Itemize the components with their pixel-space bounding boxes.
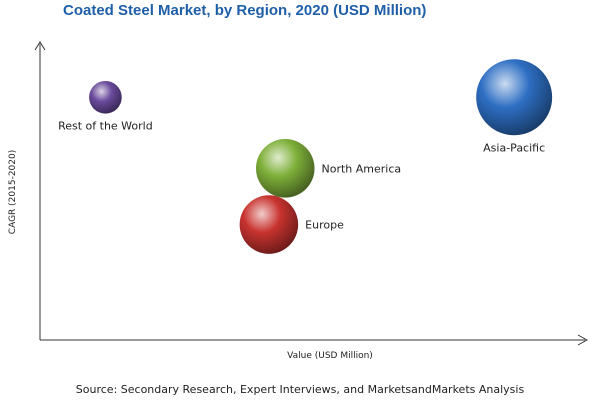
bubble-label-asia-pacific: Asia-Pacific bbox=[483, 141, 545, 154]
y-axis-arrow bbox=[34, 41, 46, 51]
bubble-europe bbox=[239, 195, 299, 254]
source-note: Source: Secondary Research, Expert Inter… bbox=[75, 383, 525, 396]
x-axis-arrow bbox=[577, 334, 589, 346]
bubble-label-rest-of-the-world: Rest of the World bbox=[58, 120, 153, 133]
bubbles-layer: Asia-Pacific North America Europe Rest of t… bbox=[58, 59, 553, 254]
chart-axes bbox=[34, 41, 589, 346]
bubble-rest-of-the-world bbox=[89, 80, 122, 114]
bubble-north-america bbox=[255, 139, 315, 198]
bubble-label-north-america: North America bbox=[322, 162, 402, 175]
y-axis-label: CAGR (2015-2020) bbox=[8, 150, 18, 234]
bubble-asia-pacific bbox=[476, 59, 553, 136]
chart-title: Coated Steel Market, by Region, 2020 (US… bbox=[63, 2, 427, 19]
x-axis-label: Value (USD Million) bbox=[287, 351, 373, 361]
bubble-label-europe: Europe bbox=[305, 219, 344, 232]
